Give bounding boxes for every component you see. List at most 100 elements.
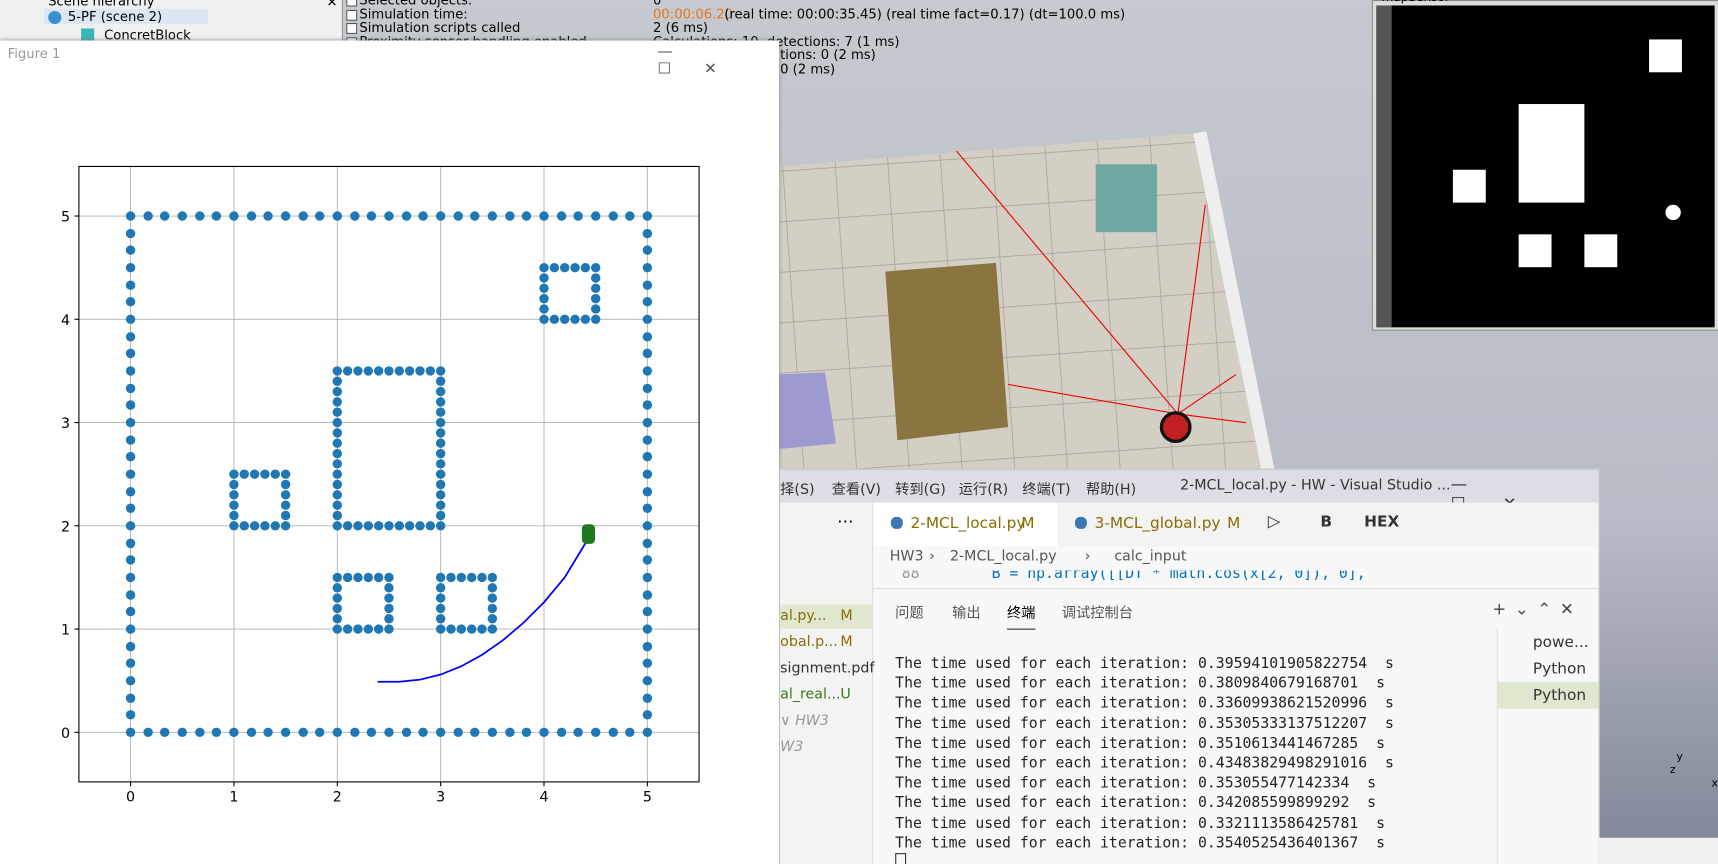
map-sensor-window: mapSensor [1371, 0, 1718, 331]
point [332, 583, 343, 593]
explorer-item[interactable]: ∨ HW3 [780, 712, 829, 730]
terminal-item[interactable]: Python [1497, 682, 1599, 709]
menu-item[interactable]: 择(S) [780, 481, 815, 499]
point [125, 280, 136, 290]
point [539, 283, 549, 294]
point [487, 593, 498, 603]
point [125, 572, 136, 583]
point [590, 262, 601, 273]
terminal-item[interactable]: powe... [1532, 634, 1589, 652]
point [404, 521, 415, 531]
point [477, 624, 487, 634]
point [435, 521, 446, 531]
explorer-item[interactable]: signment.pdf [780, 660, 875, 677]
row[interactable] [43, 8, 209, 25]
point [418, 211, 428, 221]
menu-item[interactable]: 转到(G) [895, 481, 946, 499]
crumb[interactable]: 2-MCL_local.py [949, 548, 1057, 566]
x-tick-label: 2 [333, 790, 342, 806]
point [435, 583, 446, 593]
tab-bar: 2-MCL_local.py M 3-MCL_global.py M ⋯ B HEX ▷ [837, 502, 1599, 547]
point [435, 438, 446, 448]
terminal-item[interactable]: Python [1532, 660, 1587, 678]
point [125, 228, 136, 239]
point [453, 727, 463, 738]
explorer-item[interactable]: obal.p... [780, 634, 838, 651]
menu-item[interactable]: 帮助(H) [1085, 481, 1137, 499]
window-title: Figure 1 [7, 45, 61, 62]
point [332, 438, 343, 448]
point [125, 262, 136, 273]
explorer-item[interactable]: W3 [780, 739, 804, 756]
point [125, 211, 136, 221]
info-text: Simulation time: [359, 6, 468, 22]
point [573, 727, 583, 738]
point [125, 366, 136, 376]
point [435, 376, 446, 386]
info-text: 0 [653, 0, 662, 8]
menu-item[interactable]: 查看(V) [831, 481, 881, 499]
point [332, 417, 343, 428]
tree-item[interactable]: ConcretBlock [104, 27, 191, 43]
toolbar-button[interactable]: B [1320, 513, 1333, 532]
explorer-item[interactable]: al_real... [780, 686, 841, 704]
point [539, 273, 549, 283]
point [260, 521, 270, 531]
panel-tab[interactable]: 终端 [1006, 601, 1036, 630]
menu-item[interactable]: 终端(T) [1022, 481, 1071, 499]
point [125, 675, 136, 686]
point [332, 407, 343, 417]
toolbar-icons[interactable]: ▷ [1267, 511, 1294, 532]
panel-tab[interactable]: 问题 [895, 605, 924, 623]
point [642, 348, 653, 359]
toolbar-button[interactable]: HEX [1364, 513, 1400, 532]
point [642, 538, 653, 549]
point [401, 211, 412, 221]
window-controls[interactable]: —☐✕ [657, 42, 750, 78]
scene-icon [48, 10, 62, 25]
crumb[interactable]: calc_input [1114, 548, 1187, 566]
tab[interactable]: 2-MCL_local.py M [873, 502, 1058, 547]
point [384, 521, 394, 531]
point [446, 572, 456, 583]
point [229, 500, 239, 510]
tab[interactable]: 3-MCL_global.py M [1057, 503, 1241, 547]
panel-tab[interactable]: 调试控制台 [1061, 605, 1133, 623]
point [125, 503, 136, 513]
point [332, 397, 343, 407]
panel-tab[interactable]: 输出 [952, 605, 981, 623]
point [642, 417, 653, 428]
terminal-line: The time used for each iteration: 0.4348… [895, 754, 1394, 773]
point [125, 451, 136, 462]
window-title: 2-MCL_local.py - HW - Visual Studio ... [1180, 477, 1451, 494]
point [125, 710, 136, 720]
point [270, 469, 280, 479]
point [332, 376, 343, 386]
point [373, 624, 384, 634]
terminal-line: The time used for each iteration: 0.3530… [895, 774, 1377, 792]
shape-icon [81, 28, 95, 42]
robot [581, 524, 596, 544]
point [373, 521, 384, 531]
strip [1376, 5, 1392, 328]
x-tick-label: 1 [229, 790, 238, 806]
point [487, 614, 498, 624]
point [342, 366, 353, 376]
tree-item[interactable]: 5-PF (scene 2) [67, 8, 163, 25]
panel-actions[interactable]: +⌄⌃✕ [1492, 599, 1583, 619]
point [642, 555, 653, 565]
point [642, 521, 653, 531]
info-text: 00:00:06.20 [653, 6, 734, 22]
explorer-item[interactable]: al.py... [780, 607, 827, 625]
point [435, 500, 446, 510]
ellipsis[interactable]: ⋯ [837, 511, 854, 532]
crumb[interactable]: HW3 [889, 548, 924, 566]
point [608, 211, 618, 221]
tab-badge: M [1227, 514, 1241, 533]
vscode-window: 择(S) 查看(V) 转到(G) 运行(R) 终端(T) 帮助(H) 2-MCL_local… [779, 468, 1600, 864]
point [125, 487, 136, 497]
close[interactable]: ✕ [326, 0, 338, 10]
menu-item[interactable]: 运行(R) [958, 481, 1009, 499]
point [125, 521, 136, 531]
